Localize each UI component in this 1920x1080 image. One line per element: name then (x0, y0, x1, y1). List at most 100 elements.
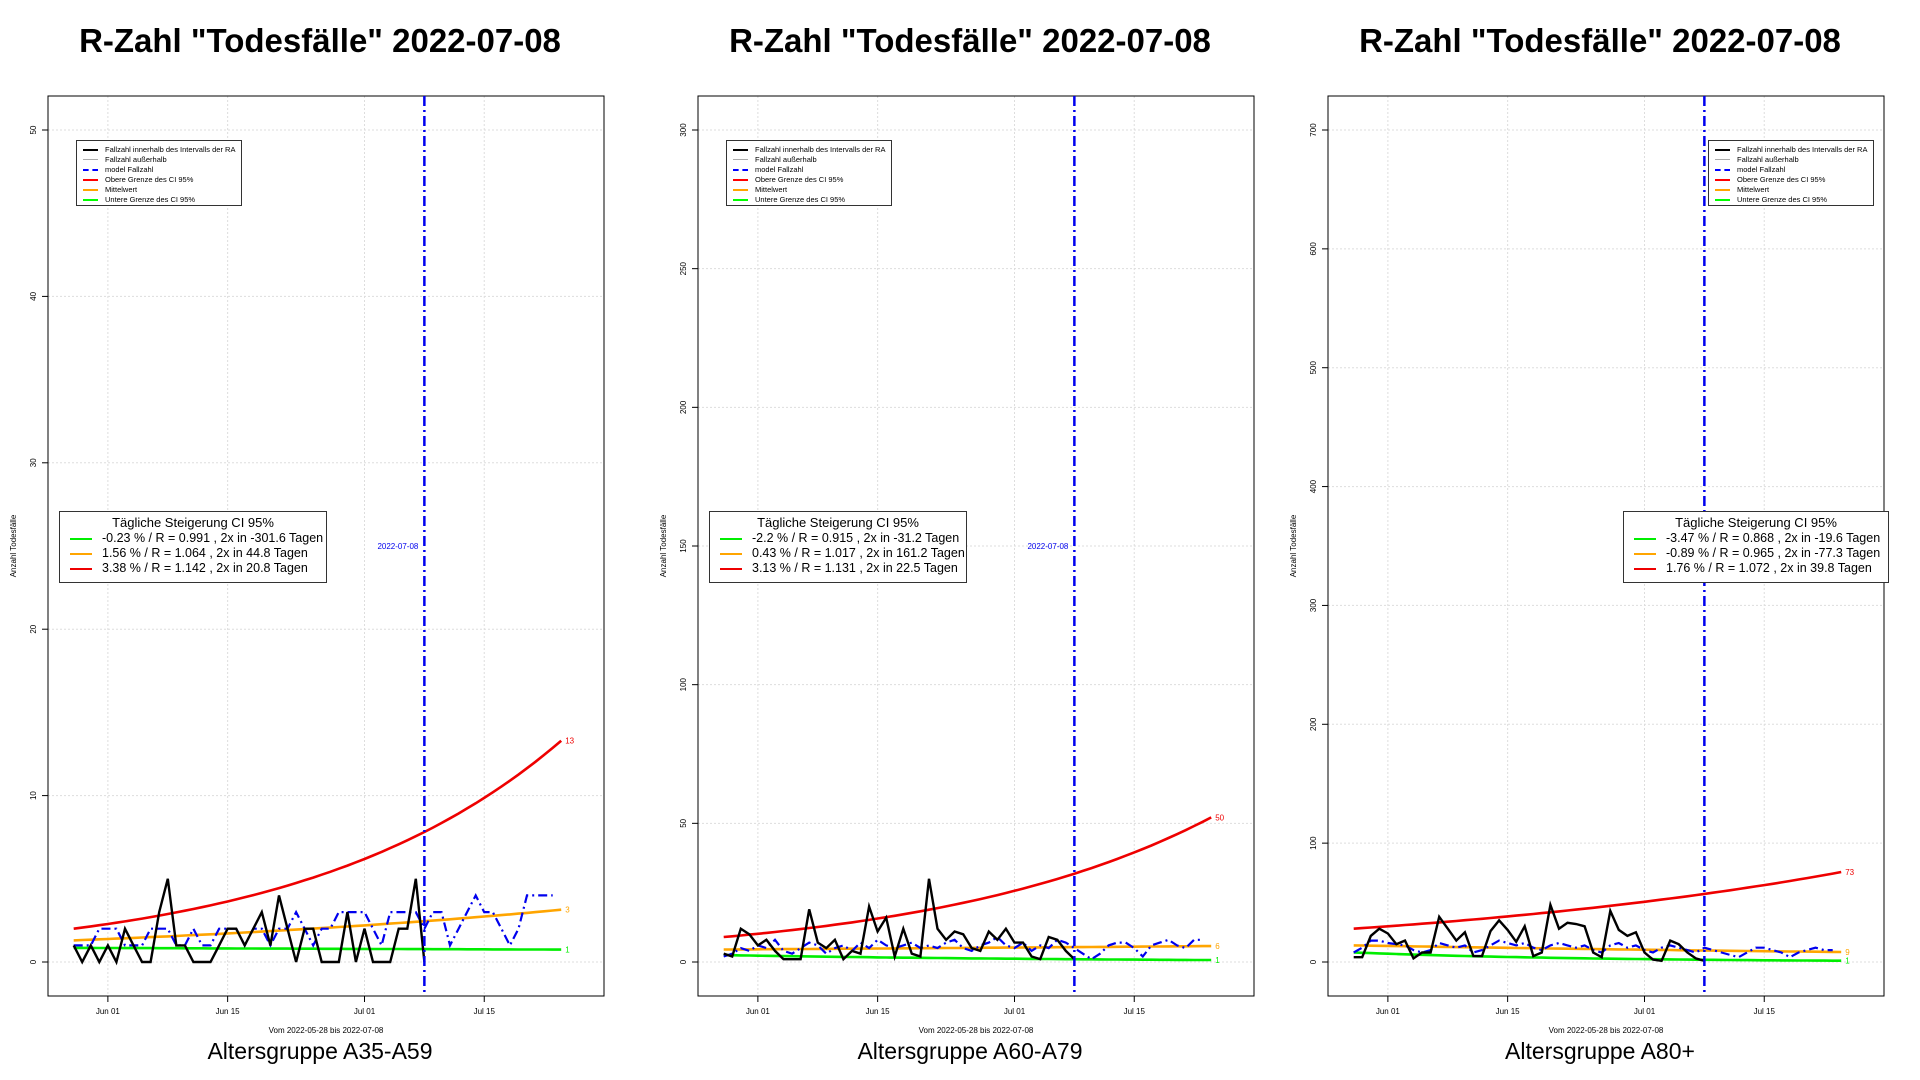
legend-item: model Fallzahl (731, 165, 887, 175)
growth-rate-legend: Tägliche Steigerung CI 95% -3.47 % / R =… (1623, 511, 1889, 583)
x-tick-label: Jun 01 (96, 1007, 121, 1016)
growth-row-mean: 1.56 % / R = 1.064 , 2x in 44.8 Tagen (68, 546, 318, 561)
x-tick-label: Jun 01 (746, 1007, 771, 1016)
upper-ci-line-end-label: 50 (1215, 813, 1224, 822)
age-group-caption: Altersgruppe A60-A79 (857, 1038, 1083, 1064)
legend-item: Obere Grenze des CI 95% (731, 175, 887, 185)
legend-item: Untere Grenze des CI 95% (81, 195, 237, 205)
y-tick-label: 30 (29, 458, 38, 467)
mean-line (1353, 944, 1842, 954)
legend-item: Fallzahl innerhalb des Intervalls der RA (1713, 145, 1869, 155)
chart-panel-a35-a59: 0 10 20 30 40 50 Jun 01 Jun 15 Jul 01 Jul 15 Anzah… (0, 0, 640, 1080)
upper-ci-line-end-label: 73 (1845, 868, 1854, 877)
y-tick-label: 0 (29, 959, 38, 964)
chart-panel-a60-a79: 0 50 100 150 200 250 300 Jun 01 Jun 15 Jul 01 Jul … (650, 0, 1290, 1080)
y-axis-label: Anzahl Todesfälle (9, 514, 18, 577)
growth-row-mean: -0.89 % / R = 0.965 , 2x in -77.3 Tagen (1632, 546, 1880, 561)
y-axis-label: Anzahl Todesfälle (659, 514, 668, 577)
chart-title: R-Zahl "Todesfälle" 2022-07-08 (79, 22, 561, 59)
x-tick-label: Jul 15 (474, 1007, 496, 1016)
y-axis-label: Anzahl Todesfälle (1289, 514, 1298, 577)
growth-row-mean: 0.43 % / R = 1.017 , 2x in 161.2 Tagen (718, 546, 965, 561)
mean-line (723, 944, 1212, 951)
x-tick-label: Jun 15 (1496, 1007, 1521, 1016)
y-tick-label: 500 (1309, 360, 1318, 374)
y-tick-label: 20 (29, 624, 38, 633)
y-tick-label: 0 (1309, 959, 1318, 964)
x-tick-label: Jul 01 (354, 1007, 376, 1016)
legend-item: Untere Grenze des CI 95% (1713, 195, 1869, 205)
growth-legend-title: Tägliche Steigerung CI 95% (112, 515, 274, 530)
upper-ci-line-end-label: 13 (565, 737, 574, 746)
x-tick-label: Jun 15 (216, 1007, 241, 1016)
y-tick-label: 700 (1309, 123, 1318, 137)
x-tick-label: Jul 15 (1754, 1007, 1776, 1016)
y-tick-label: 40 (29, 291, 38, 300)
y-tick-label: 50 (679, 818, 688, 827)
growth-row-upper: 1.76 % / R = 1.072 , 2x in 39.8 Tagen (1632, 561, 1880, 576)
legend-item: Obere Grenze des CI 95% (1713, 175, 1869, 185)
chart-title: R-Zahl "Todesfälle" 2022-07-08 (729, 22, 1211, 59)
lower-ci-line (723, 953, 1212, 962)
lower-ci-line (1353, 951, 1842, 962)
y-tick-label: 100 (679, 677, 688, 691)
legend-item: Obere Grenze des CI 95% (81, 175, 237, 185)
lower-ci-line-end-label: 1 (1215, 956, 1220, 965)
plot-frame (697, 95, 1255, 997)
y-tick-label: 250 (679, 261, 688, 275)
legend-item: model Fallzahl (81, 165, 237, 175)
y-tick-label: 0 (679, 959, 688, 964)
age-group-caption: Altersgruppe A80+ (1505, 1038, 1695, 1064)
x-axis-label: Vom 2022-05-28 bis 2022-07-08 (1549, 1026, 1664, 1035)
growth-row-upper: 3.13 % / R = 1.131 , 2x in 22.5 Tagen (718, 561, 958, 576)
x-axis-label: Vom 2022-05-28 bis 2022-07-08 (269, 1026, 384, 1035)
legend-item: Fallzahl innerhalb des Intervalls der RA (81, 145, 237, 155)
legend-item: Mittelwert (731, 185, 887, 195)
legend-item: Mittelwert (1713, 185, 1869, 195)
lower-ci-line-end-label: 1 (1845, 957, 1850, 966)
observed-series-line (1353, 900, 1705, 963)
plot-frame (47, 95, 605, 997)
x-tick-label: Jul 01 (1004, 1007, 1026, 1016)
x-tick-label: Jul 01 (1634, 1007, 1656, 1016)
growth-row-lower: -0.23 % / R = 0.991 , 2x in -301.6 Tagen (68, 531, 323, 546)
x-axis-label: Vom 2022-05-28 bis 2022-07-08 (919, 1026, 1034, 1035)
series-legend: Fallzahl innerhalb des Intervalls der RA… (76, 140, 242, 206)
series-legend: Fallzahl innerhalb des Intervalls der RA… (1708, 140, 1874, 206)
growth-legend-title: Tägliche Steigerung CI 95% (1675, 515, 1837, 530)
y-tick-label: 400 (1309, 479, 1318, 493)
observed-series-line (72, 878, 426, 966)
mean-line-end-label: 3 (565, 906, 570, 915)
chart-title: R-Zahl "Todesfälle" 2022-07-08 (1359, 22, 1841, 59)
x-tick-label: Jun 01 (1376, 1007, 1401, 1016)
growth-rate-legend: Tägliche Steigerung CI 95% -0.23 % / R =… (59, 511, 327, 583)
chart-svg: 0 100 200 300 400 500 600 700 Jun 01 Jun 15 Jul 01… (1289, 95, 1885, 1035)
y-tick-label: 100 (1309, 836, 1318, 850)
y-tick-label: 600 (1309, 242, 1318, 256)
y-tick-label: 150 (679, 539, 688, 553)
y-tick-label: 50 (29, 125, 38, 134)
growth-row-lower: -3.47 % / R = 0.868 , 2x in -19.6 Tagen (1632, 531, 1880, 546)
mean-line-end-label: 9 (1845, 948, 1850, 957)
lower-ci-line-end-label: 1 (565, 946, 570, 955)
y-tick-label: 300 (679, 123, 688, 137)
legend-item: Fallzahl außerhalb (1713, 155, 1869, 165)
y-tick-label: 10 (29, 791, 38, 800)
mean-line-end-label: 6 (1215, 942, 1220, 951)
legend-item: Fallzahl außerhalb (731, 155, 887, 165)
upper-ci-line (73, 739, 563, 930)
age-group-caption: Altersgruppe A35-A59 (207, 1038, 433, 1064)
growth-row-lower: -2.2 % / R = 0.915 , 2x in -31.2 Tagen (718, 531, 959, 546)
legend-item: Mittelwert (81, 185, 237, 195)
legend-item: Fallzahl innerhalb des Intervalls der RA (731, 145, 887, 155)
growth-row-upper: 3.38 % / R = 1.142 , 2x in 20.8 Tagen (68, 561, 318, 576)
reference-date-label: 2022-07-08 (377, 542, 418, 551)
upper-ci-line (723, 816, 1212, 939)
x-tick-label: Jul 15 (1124, 1007, 1146, 1016)
y-tick-label: 200 (679, 400, 688, 414)
legend-item: Untere Grenze des CI 95% (731, 195, 887, 205)
y-tick-label: 300 (1309, 598, 1318, 612)
model-series-line (73, 892, 553, 949)
observed-series-line (723, 878, 1076, 962)
series-legend: Fallzahl innerhalb des Intervalls der RA… (726, 140, 892, 206)
